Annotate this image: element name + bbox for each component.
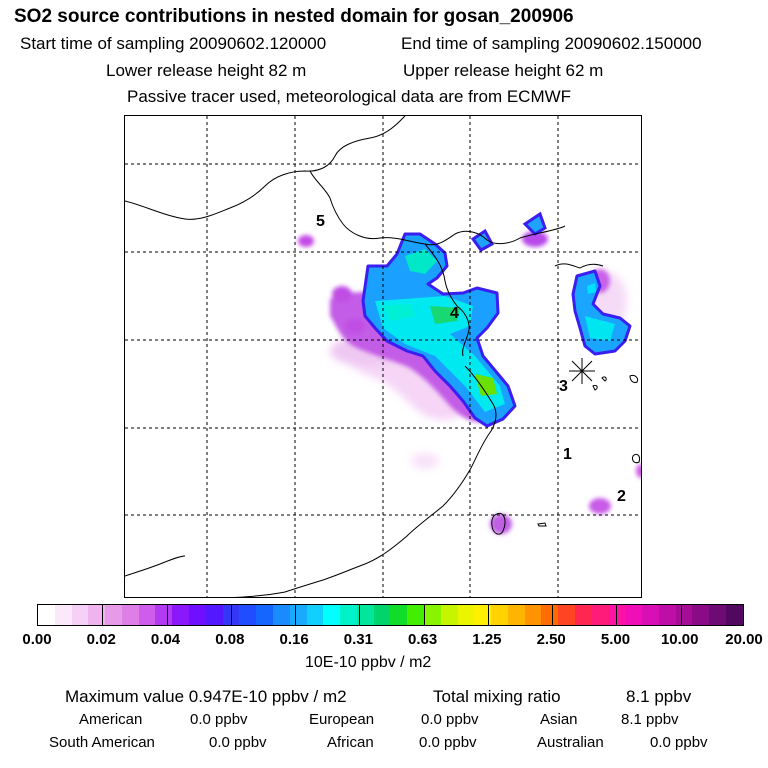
color-swatch (189, 605, 206, 625)
color-swatch (88, 605, 106, 625)
region-label-4: 4 (450, 305, 459, 322)
lower-release-height-label: Lower release height 82 m (106, 61, 307, 80)
color-swatch (272, 605, 290, 625)
color-swatch (591, 605, 609, 625)
color-swatch (575, 605, 592, 625)
color-swatch (172, 605, 190, 625)
color-scale-tick-label: 10.00 (660, 631, 699, 648)
color-scale-tick-label: 0.02 (86, 631, 116, 648)
color-swatch (541, 605, 559, 625)
upper-release-height-label: Upper release height 62 m (403, 61, 604, 80)
coastlines (125, 116, 640, 597)
color-swatch (71, 605, 89, 625)
map-panel[interactable]: 5 4 3 1 2 (124, 115, 642, 598)
map-canvas (125, 116, 641, 597)
color-swatch (692, 605, 710, 625)
region-label-1: 1 (563, 446, 572, 463)
region-label-5: 5 (316, 213, 325, 230)
south-american-label: South American (49, 734, 155, 751)
color-scale-tick-label: 0.08 (215, 631, 245, 648)
color-class-divider (487, 605, 489, 625)
color-swatch (440, 605, 458, 625)
color-class-divider (423, 605, 425, 625)
color-swatch (407, 605, 424, 625)
total-mixing-ratio-label: Total mixing ratio (433, 687, 561, 706)
color-swatch (726, 605, 743, 625)
color-swatch (558, 605, 575, 625)
color-swatch (423, 605, 441, 625)
color-swatch (239, 605, 257, 625)
color-swatch (205, 605, 223, 625)
asian-label: Asian (540, 711, 578, 728)
color-swatch (457, 605, 475, 625)
color-swatch (524, 605, 542, 625)
color-scale-tick-label: 0.04 (150, 631, 181, 648)
american-label: American (79, 711, 143, 728)
color-class-divider (166, 605, 168, 625)
start-time-label: Start time of sampling 20090602.120000 (20, 34, 327, 53)
color-swatch (121, 605, 139, 625)
lat-lon-grid (125, 116, 641, 597)
color-scale-tick-label: 1.25 (472, 631, 502, 648)
color-swatch (390, 605, 408, 625)
color-scale-tick-label: 0.00 (22, 631, 52, 648)
asian-value: 8.1 ppbv (621, 711, 679, 728)
color-swatch (105, 605, 122, 625)
european-value: 0.0 ppbv (421, 711, 479, 728)
color-class-divider (616, 605, 618, 625)
color-swatch (507, 605, 525, 625)
color-swatch (474, 605, 492, 625)
color-swatch (625, 605, 643, 625)
color-swatch (54, 605, 72, 625)
color-scale-tick-label: 0.16 (279, 631, 309, 648)
page-title: SO2 source contributions in nested domai… (14, 6, 574, 27)
region-label-2: 2 (617, 488, 626, 505)
color-scale-tick-label: 0.63 (408, 631, 438, 648)
tracer-note: Passive tracer used, meteorological data… (127, 87, 572, 106)
color-class-divider (295, 605, 297, 625)
color-class-divider (680, 605, 682, 625)
color-swatch (306, 605, 324, 625)
color-scale-bar (37, 604, 744, 626)
color-class-divider (230, 605, 232, 625)
color-scale-tick-label: 2.50 (536, 631, 566, 648)
color-class-divider (552, 605, 554, 625)
asterisk-icon (569, 358, 595, 384)
european-label: European (309, 711, 375, 728)
end-time-label: End time of sampling 20090602.150000 (401, 34, 702, 53)
high-concentration-core (361, 211, 632, 428)
color-class-divider (102, 605, 104, 625)
australian-label: Australian (537, 734, 604, 751)
color-swatch (675, 605, 693, 625)
color-scale-tick-label: 0.31 (343, 631, 373, 648)
color-swatch (642, 605, 659, 625)
african-value: 0.0 ppbv (419, 734, 477, 751)
color-scale-tick-label: 5.00 (600, 631, 631, 648)
american-value: 0.0 ppbv (190, 711, 248, 728)
color-swatch (340, 605, 357, 625)
color-scale-tick-label: 20.00 (725, 631, 763, 648)
color-swatch (373, 605, 391, 625)
maximum-value-label: Maximum value 0.947E-10 ppbv / m2 (65, 687, 347, 706)
color-swatch (256, 605, 273, 625)
color-swatch (709, 605, 727, 625)
color-swatch (323, 605, 341, 625)
south-american-value: 0.0 ppbv (209, 734, 267, 751)
color-swatch (491, 605, 508, 625)
color-swatch (356, 605, 374, 625)
total-mixing-ratio-value: 8.1 ppbv (626, 687, 692, 706)
color-scale-units: 10E-10 ppbv / m2 (305, 654, 432, 671)
color-swatch (289, 605, 307, 625)
color-swatch (38, 605, 55, 625)
color-class-divider (359, 605, 361, 625)
african-label: African (327, 734, 374, 751)
color-swatch (155, 605, 173, 625)
color-swatch (658, 605, 676, 625)
australian-value: 0.0 ppbv (650, 734, 708, 751)
color-swatch (138, 605, 156, 625)
region-label-3: 3 (559, 378, 568, 395)
